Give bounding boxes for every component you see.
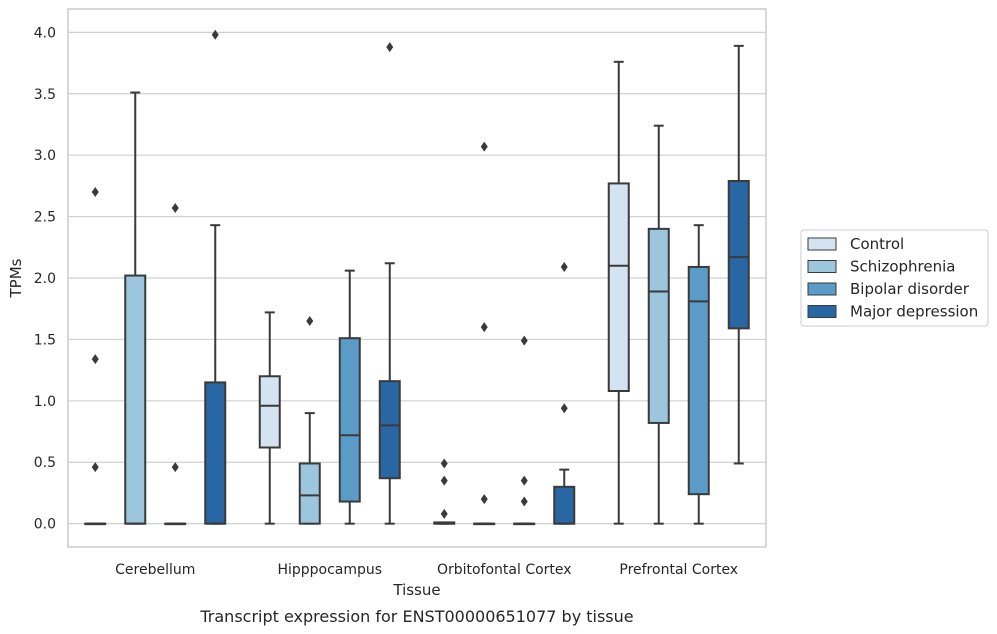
y-tick-label: 2.5 [34, 210, 56, 226]
legend: Control Schizophrenia Bipolar disorder Majo… [800, 229, 989, 327]
box-0-2 [164, 202, 187, 526]
boxes-layer [84, 29, 750, 526]
x-axis-title: Tissue [392, 581, 440, 599]
box-iqr [553, 485, 576, 525]
x-tick-label: Hipppocampus [277, 562, 382, 578]
box-0-0 [84, 187, 107, 526]
outlier-point [306, 315, 314, 326]
box-iqr [687, 265, 710, 496]
legend-swatch [807, 282, 837, 296]
outlier-point [480, 494, 488, 505]
box-1-1 [298, 315, 321, 525]
outlier-point [520, 496, 528, 507]
legend-frame [800, 229, 989, 327]
box-2-2 [513, 335, 536, 526]
legend-swatch [807, 260, 837, 273]
y-tick-label: 0.0 [34, 517, 56, 533]
box-2-1 [473, 141, 496, 526]
y-tick-label: 2.0 [34, 271, 56, 287]
y-tick-label: 0.5 [34, 455, 56, 471]
chart-caption: Transcript expression for ENST0000065107… [199, 607, 633, 626]
outlier-point [211, 29, 219, 40]
box-3-1 [647, 124, 670, 525]
outlier-point [91, 354, 99, 365]
outlier-point [560, 403, 568, 414]
outlier-point [386, 42, 394, 53]
box-iqr [204, 381, 227, 525]
outlier-point [91, 462, 99, 473]
legend-label: Bipolar disorder [850, 280, 970, 298]
box-iqr [378, 380, 401, 480]
box-3-0 [607, 60, 630, 525]
box-iqr [258, 375, 281, 449]
box-iqr [338, 337, 361, 503]
y-tick-labels: 0.0 0.5 1.0 1.5 2.0 2.5 3.0 3.5 4.0 [34, 25, 56, 532]
y-tick-label: 1.5 [34, 332, 56, 348]
legend-label: Control [850, 235, 904, 253]
outlier-point [91, 187, 99, 198]
box-iqr [124, 274, 147, 525]
box-1-2 [338, 269, 361, 525]
legend-label: Schizophrenia [850, 258, 955, 276]
y-tick-label: 1.0 [34, 394, 56, 410]
x-tick-labels: Cerebellum Hipppocampus Orbitofontal Corte… [115, 562, 738, 578]
box-2-3 [553, 261, 576, 525]
legend-swatch [807, 305, 837, 318]
outlier-point [171, 462, 179, 473]
x-tick-label: Cerebellum [115, 562, 195, 578]
box-1-3 [378, 42, 401, 525]
outlier-point [520, 335, 528, 346]
y-tick-label: 3.5 [34, 87, 56, 103]
box-iqr [607, 182, 630, 393]
outlier-point [440, 475, 448, 486]
y-tick-label: 3.0 [34, 148, 56, 164]
legend-label: Major depression [850, 303, 978, 321]
outlier-point [480, 141, 488, 152]
box-iqr [298, 462, 321, 525]
box-iqr [727, 179, 750, 330]
box-3-3 [727, 44, 750, 465]
box-3-2 [687, 224, 710, 525]
box-iqr [647, 227, 670, 424]
outlier-point [560, 261, 568, 272]
x-tick-label: Orbitofontal Cortex [437, 562, 572, 578]
outlier-point [440, 458, 448, 469]
outlier-point [440, 508, 448, 519]
outlier-point [480, 322, 488, 333]
outlier-point [171, 202, 179, 213]
box-2-0 [433, 458, 456, 525]
box-0-3 [204, 29, 227, 525]
legend-swatch [807, 237, 837, 251]
box-1-0 [258, 311, 281, 525]
y-tick-label: 4.0 [34, 25, 56, 41]
x-tick-label: Prefrontal Cortex [619, 562, 738, 578]
box-0-1 [124, 91, 147, 525]
outlier-point [520, 475, 528, 486]
y-axis-title: TPMs [7, 258, 25, 298]
